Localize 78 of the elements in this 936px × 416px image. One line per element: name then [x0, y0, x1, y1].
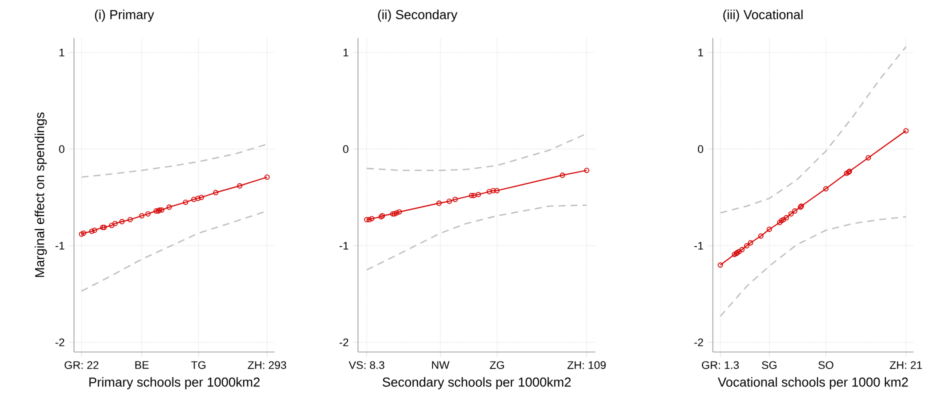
point	[182, 200, 188, 205]
x-tick-label: ZH: 21	[890, 361, 922, 369]
point	[198, 194, 204, 200]
y-tick-label: 0	[698, 145, 704, 153]
point	[766, 226, 772, 232]
point	[119, 218, 125, 224]
point	[154, 208, 159, 214]
point	[494, 188, 500, 194]
point	[112, 220, 118, 226]
y-tick-label: 0	[343, 145, 348, 153]
point	[446, 198, 452, 204]
point	[390, 211, 396, 216]
y-tick-label: 1	[60, 48, 64, 56]
point	[736, 248, 742, 254]
y-tick-label: 0	[59, 145, 64, 153]
y-axis-title: Marginal effect on spendings	[34, 112, 47, 277]
x-axis-title: Secondary schools per 1000km2	[382, 377, 571, 390]
point	[866, 155, 871, 160]
point	[195, 196, 201, 202]
point	[394, 210, 400, 216]
y-tick-label: -2	[56, 338, 64, 346]
x-tick-label: NW	[432, 361, 450, 369]
point	[784, 215, 789, 220]
point	[145, 211, 151, 216]
x-tick-label: ZG	[490, 361, 504, 369]
point	[823, 186, 829, 192]
x-tick-label: VS: 8.3	[348, 361, 384, 369]
point	[780, 216, 786, 222]
point	[139, 213, 144, 218]
y-tick-label: -1	[56, 242, 64, 250]
point	[471, 192, 477, 198]
point	[213, 190, 218, 196]
point	[166, 204, 172, 210]
y-tick-label: 1	[698, 48, 704, 56]
point	[560, 172, 566, 178]
x-tick-label: ZH: 109	[567, 361, 606, 369]
point	[369, 216, 374, 222]
point	[436, 200, 442, 206]
chart-title: (ii) Secondary	[378, 10, 458, 22]
point	[92, 228, 98, 233]
point	[476, 192, 481, 198]
point	[452, 196, 458, 202]
point	[739, 246, 745, 252]
x-tick-label: BE	[135, 361, 149, 369]
point	[792, 208, 798, 214]
point	[109, 222, 114, 228]
y-tick-label: 1	[344, 48, 348, 56]
x-tick-label: ZH: 293	[248, 361, 286, 369]
x-tick-label: TG	[191, 361, 206, 369]
point	[844, 170, 850, 176]
point	[128, 216, 133, 222]
x-tick-label: SG	[762, 361, 776, 369]
point	[777, 220, 782, 226]
point	[191, 196, 196, 202]
y-tick-label: -1	[340, 242, 348, 250]
x-axis-title: Vocational schools per 1000 km2	[718, 377, 908, 390]
y-tick-label: -1	[694, 242, 704, 250]
point	[158, 207, 164, 213]
point	[396, 209, 402, 215]
y-tick-label: -2	[340, 338, 348, 346]
y-tick-label: -2	[694, 338, 704, 346]
chart-title: (iii) Vocational	[723, 10, 803, 22]
point	[758, 233, 764, 239]
point	[744, 243, 750, 248]
x-tick-label: SO	[818, 361, 834, 369]
point	[748, 240, 754, 246]
point	[778, 218, 784, 224]
x-axis-title: Primary schools per 1000km2	[89, 377, 260, 390]
chart-title: (i) Primary	[94, 10, 154, 22]
x-tick-label: GR: 1.3	[702, 361, 739, 369]
point	[732, 252, 738, 258]
point	[486, 188, 492, 194]
point	[788, 211, 794, 216]
point	[237, 183, 242, 188]
x-tick-label: GR: 22	[64, 361, 98, 369]
point	[490, 188, 496, 194]
point	[468, 192, 474, 198]
point	[89, 228, 94, 234]
